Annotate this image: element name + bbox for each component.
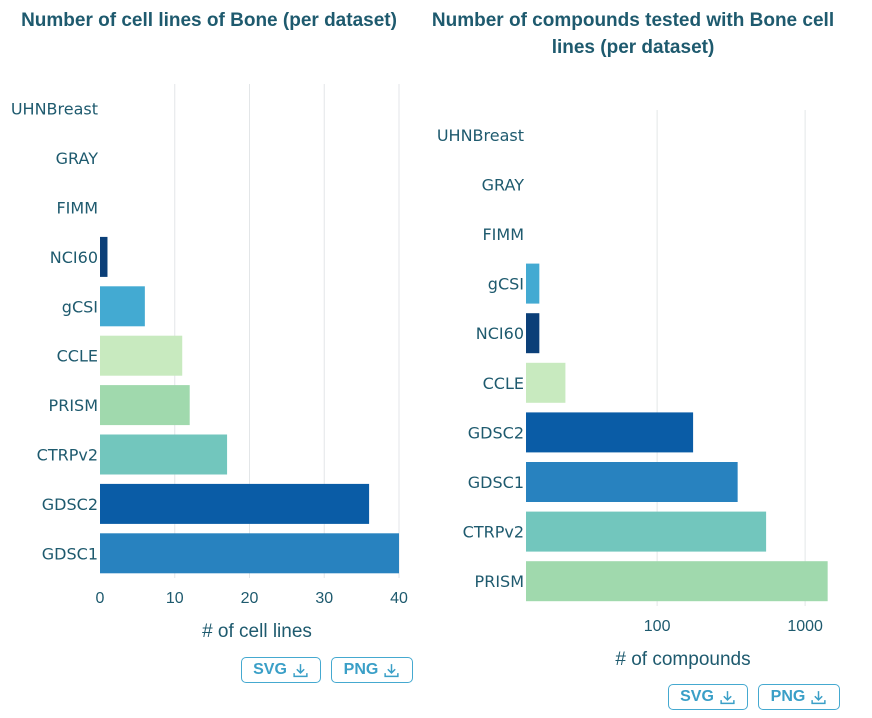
category-label: PRISM	[49, 396, 98, 415]
x-axis-label: # of cell lines	[202, 621, 312, 642]
category-label: gCSI	[62, 297, 98, 316]
bar	[100, 483, 370, 524]
x-tick-label: 0	[96, 590, 105, 607]
chart-title-compounds: Number of compounds tested with Bone cel…	[431, 10, 835, 58]
category-label: CCLE	[483, 374, 524, 393]
chart2-svg-download-button[interactable]: SVG	[668, 684, 748, 710]
x-tick-label: 10	[166, 590, 184, 607]
x-tick-label: 100	[644, 618, 671, 635]
png-button-label: PNG	[770, 688, 806, 705]
download-icon	[720, 690, 735, 704]
download-icon	[384, 663, 399, 677]
category-label: GDSC1	[468, 473, 524, 492]
x-tick-label: 20	[241, 590, 259, 607]
category-label: CTRPv2	[463, 523, 524, 542]
category-label: NCI60	[50, 248, 98, 267]
bar	[100, 434, 228, 475]
bar	[100, 335, 183, 376]
category-label: GRAY	[482, 175, 525, 194]
bar	[100, 385, 190, 426]
x-tick-label: 40	[390, 590, 408, 607]
png-button-label: PNG	[343, 661, 379, 678]
category-label: UHNBreast	[11, 100, 98, 119]
category-label: CCLE	[57, 347, 98, 366]
chart2-png-download-button[interactable]: PNG	[758, 684, 840, 710]
category-label: GDSC2	[468, 423, 524, 442]
download-icon	[293, 663, 308, 677]
chart1-svg-download-button[interactable]: SVG	[241, 657, 321, 683]
bar	[526, 313, 540, 354]
x-tick-label: 30	[315, 590, 333, 607]
category-label: GRAY	[56, 149, 99, 168]
category-label: PRISM	[475, 572, 524, 591]
bar	[526, 561, 828, 602]
bar	[100, 286, 145, 327]
category-label: FIMM	[482, 225, 524, 244]
bar	[100, 533, 399, 574]
bar	[526, 462, 738, 502]
download-icon	[811, 690, 826, 704]
chart-title-cell-lines: Number of cell lines of Bone (per datase…	[21, 10, 397, 31]
category-label: gCSI	[488, 275, 524, 294]
svg-button-label: SVG	[253, 661, 287, 678]
bar	[526, 412, 694, 453]
bar	[526, 263, 540, 304]
bar	[526, 362, 566, 403]
x-axis-label: # of compounds	[615, 649, 750, 670]
bar	[100, 236, 108, 277]
category-label: NCI60	[476, 324, 524, 343]
category-label: GDSC1	[42, 544, 98, 563]
bar	[526, 511, 767, 552]
svg-button-label: SVG	[680, 688, 714, 705]
category-label: GDSC2	[42, 495, 98, 514]
chart1-png-download-button[interactable]: PNG	[331, 657, 413, 683]
category-label: UHNBreast	[437, 126, 524, 145]
category-label: FIMM	[56, 199, 98, 218]
category-label: CTRPv2	[37, 446, 98, 465]
x-tick-label: 1000	[787, 618, 823, 635]
